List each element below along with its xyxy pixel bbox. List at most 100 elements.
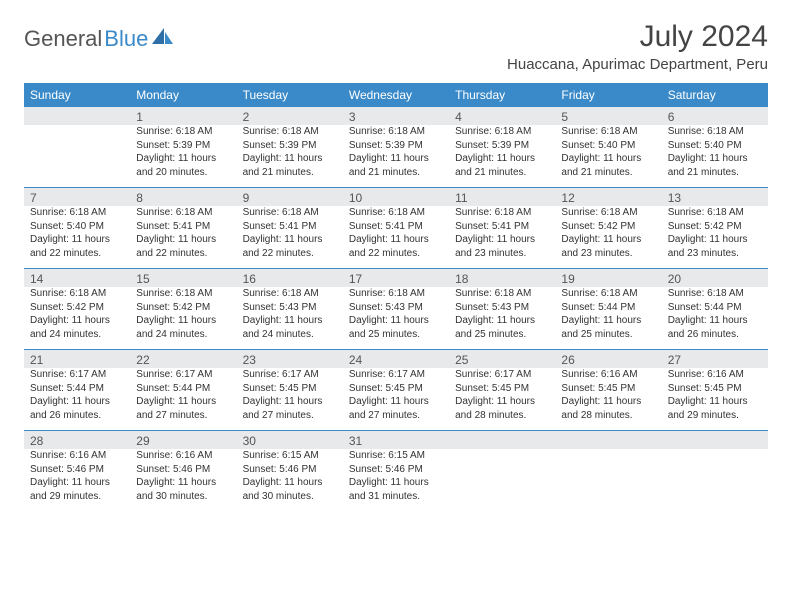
day-header: Saturday: [662, 83, 768, 107]
day-number: 8: [130, 188, 236, 207]
daylight: Daylight: 11 hours and 21 minutes.: [561, 152, 655, 179]
day-cell: Sunrise: 6:18 AMSunset: 5:41 PMDaylight:…: [130, 206, 236, 268]
logo-text-blue: Blue: [104, 26, 148, 52]
daylight: Daylight: 11 hours and 21 minutes.: [455, 152, 549, 179]
day-number: 5: [555, 107, 661, 125]
sunrise: Sunrise: 6:18 AM: [668, 287, 762, 301]
sunrise: Sunrise: 6:15 AM: [349, 449, 443, 463]
day-number: 22: [130, 350, 236, 369]
sunrise: Sunrise: 6:18 AM: [455, 125, 549, 139]
sunset: Sunset: 5:45 PM: [243, 382, 337, 396]
day-number: 20: [662, 269, 768, 288]
day-header: Thursday: [449, 83, 555, 107]
location: Huaccana, Apurimac Department, Peru: [507, 56, 768, 73]
sunset: Sunset: 5:40 PM: [561, 139, 655, 153]
sunrise: Sunrise: 6:15 AM: [243, 449, 337, 463]
sunrise: Sunrise: 6:18 AM: [243, 125, 337, 139]
day-number: 1: [130, 107, 236, 125]
sunset: Sunset: 5:43 PM: [243, 301, 337, 315]
day-cell: [555, 449, 661, 511]
day-cell: Sunrise: 6:15 AMSunset: 5:46 PMDaylight:…: [237, 449, 343, 511]
day-cell: Sunrise: 6:18 AMSunset: 5:43 PMDaylight:…: [343, 287, 449, 349]
daylight: Daylight: 11 hours and 26 minutes.: [668, 314, 762, 341]
day-number: 13: [662, 188, 768, 207]
sunset: Sunset: 5:46 PM: [136, 463, 230, 477]
daylight: Daylight: 11 hours and 29 minutes.: [30, 476, 124, 503]
daylight: Daylight: 11 hours and 22 minutes.: [349, 233, 443, 260]
day-number: 26: [555, 350, 661, 369]
daylight: Daylight: 11 hours and 23 minutes.: [455, 233, 549, 260]
day-cell: Sunrise: 6:18 AMSunset: 5:39 PMDaylight:…: [237, 125, 343, 187]
daylight: Daylight: 11 hours and 25 minutes.: [561, 314, 655, 341]
sunset: Sunset: 5:42 PM: [136, 301, 230, 315]
daylight: Daylight: 11 hours and 26 minutes.: [30, 395, 124, 422]
day-cell: Sunrise: 6:18 AMSunset: 5:40 PMDaylight:…: [24, 206, 130, 268]
day-header: Wednesday: [343, 83, 449, 107]
day-cell: Sunrise: 6:16 AMSunset: 5:45 PMDaylight:…: [662, 368, 768, 430]
sunrise: Sunrise: 6:18 AM: [455, 287, 549, 301]
daylight: Daylight: 11 hours and 27 minutes.: [243, 395, 337, 422]
daylight: Daylight: 11 hours and 24 minutes.: [243, 314, 337, 341]
sunrise: Sunrise: 6:18 AM: [668, 125, 762, 139]
day-cell: Sunrise: 6:17 AMSunset: 5:45 PMDaylight:…: [237, 368, 343, 430]
day-cell: Sunrise: 6:18 AMSunset: 5:42 PMDaylight:…: [24, 287, 130, 349]
day-number: 15: [130, 269, 236, 288]
day-cell: Sunrise: 6:15 AMSunset: 5:46 PMDaylight:…: [343, 449, 449, 511]
sunset: Sunset: 5:44 PM: [561, 301, 655, 315]
sunrise: Sunrise: 6:18 AM: [136, 206, 230, 220]
day-cell: Sunrise: 6:18 AMSunset: 5:43 PMDaylight:…: [449, 287, 555, 349]
sunset: Sunset: 5:44 PM: [30, 382, 124, 396]
daylight: Daylight: 11 hours and 30 minutes.: [243, 476, 337, 503]
sunrise: Sunrise: 6:16 AM: [668, 368, 762, 382]
day-number: 29: [130, 431, 236, 450]
day-number: 16: [237, 269, 343, 288]
day-number: 21: [24, 350, 130, 369]
day-cell: Sunrise: 6:18 AMSunset: 5:40 PMDaylight:…: [662, 125, 768, 187]
daylight: Daylight: 11 hours and 20 minutes.: [136, 152, 230, 179]
daylight: Daylight: 11 hours and 25 minutes.: [349, 314, 443, 341]
day-number: 30: [237, 431, 343, 450]
daylight: Daylight: 11 hours and 30 minutes.: [136, 476, 230, 503]
day-header: Tuesday: [237, 83, 343, 107]
sunrise: Sunrise: 6:16 AM: [136, 449, 230, 463]
sunset: Sunset: 5:45 PM: [668, 382, 762, 396]
day-number: 24: [343, 350, 449, 369]
sunrise: Sunrise: 6:18 AM: [561, 206, 655, 220]
daylight: Daylight: 11 hours and 27 minutes.: [349, 395, 443, 422]
sunrise: Sunrise: 6:18 AM: [243, 206, 337, 220]
sunrise: Sunrise: 6:17 AM: [30, 368, 124, 382]
day-number: 7: [24, 188, 130, 207]
day-cell: [24, 125, 130, 187]
sunrise: Sunrise: 6:18 AM: [349, 206, 443, 220]
day-number: 3: [343, 107, 449, 125]
sunrise: Sunrise: 6:17 AM: [243, 368, 337, 382]
sunrise: Sunrise: 6:18 AM: [30, 287, 124, 301]
day-number: [662, 431, 768, 450]
day-number: 4: [449, 107, 555, 125]
day-number: 23: [237, 350, 343, 369]
day-cell: Sunrise: 6:16 AMSunset: 5:46 PMDaylight:…: [130, 449, 236, 511]
day-cell: Sunrise: 6:18 AMSunset: 5:41 PMDaylight:…: [343, 206, 449, 268]
day-cell: Sunrise: 6:18 AMSunset: 5:41 PMDaylight:…: [449, 206, 555, 268]
day-cell: Sunrise: 6:18 AMSunset: 5:39 PMDaylight:…: [449, 125, 555, 187]
calendar-body: 123456Sunrise: 6:18 AMSunset: 5:39 PMDay…: [24, 107, 768, 511]
daylight: Daylight: 11 hours and 21 minutes.: [243, 152, 337, 179]
sunset: Sunset: 5:42 PM: [30, 301, 124, 315]
daylight: Daylight: 11 hours and 25 minutes.: [455, 314, 549, 341]
sunset: Sunset: 5:44 PM: [136, 382, 230, 396]
sunset: Sunset: 5:40 PM: [668, 139, 762, 153]
sunset: Sunset: 5:39 PM: [243, 139, 337, 153]
day-number: [555, 431, 661, 450]
sunset: Sunset: 5:45 PM: [561, 382, 655, 396]
sunrise: Sunrise: 6:18 AM: [561, 287, 655, 301]
sunrise: Sunrise: 6:18 AM: [243, 287, 337, 301]
sunrise: Sunrise: 6:17 AM: [136, 368, 230, 382]
sunset: Sunset: 5:42 PM: [561, 220, 655, 234]
sunset: Sunset: 5:46 PM: [349, 463, 443, 477]
sunset: Sunset: 5:41 PM: [455, 220, 549, 234]
sunrise: Sunrise: 6:18 AM: [136, 125, 230, 139]
sunset: Sunset: 5:39 PM: [349, 139, 443, 153]
day-header: Friday: [555, 83, 661, 107]
daylight: Daylight: 11 hours and 22 minutes.: [30, 233, 124, 260]
day-number: 6: [662, 107, 768, 125]
